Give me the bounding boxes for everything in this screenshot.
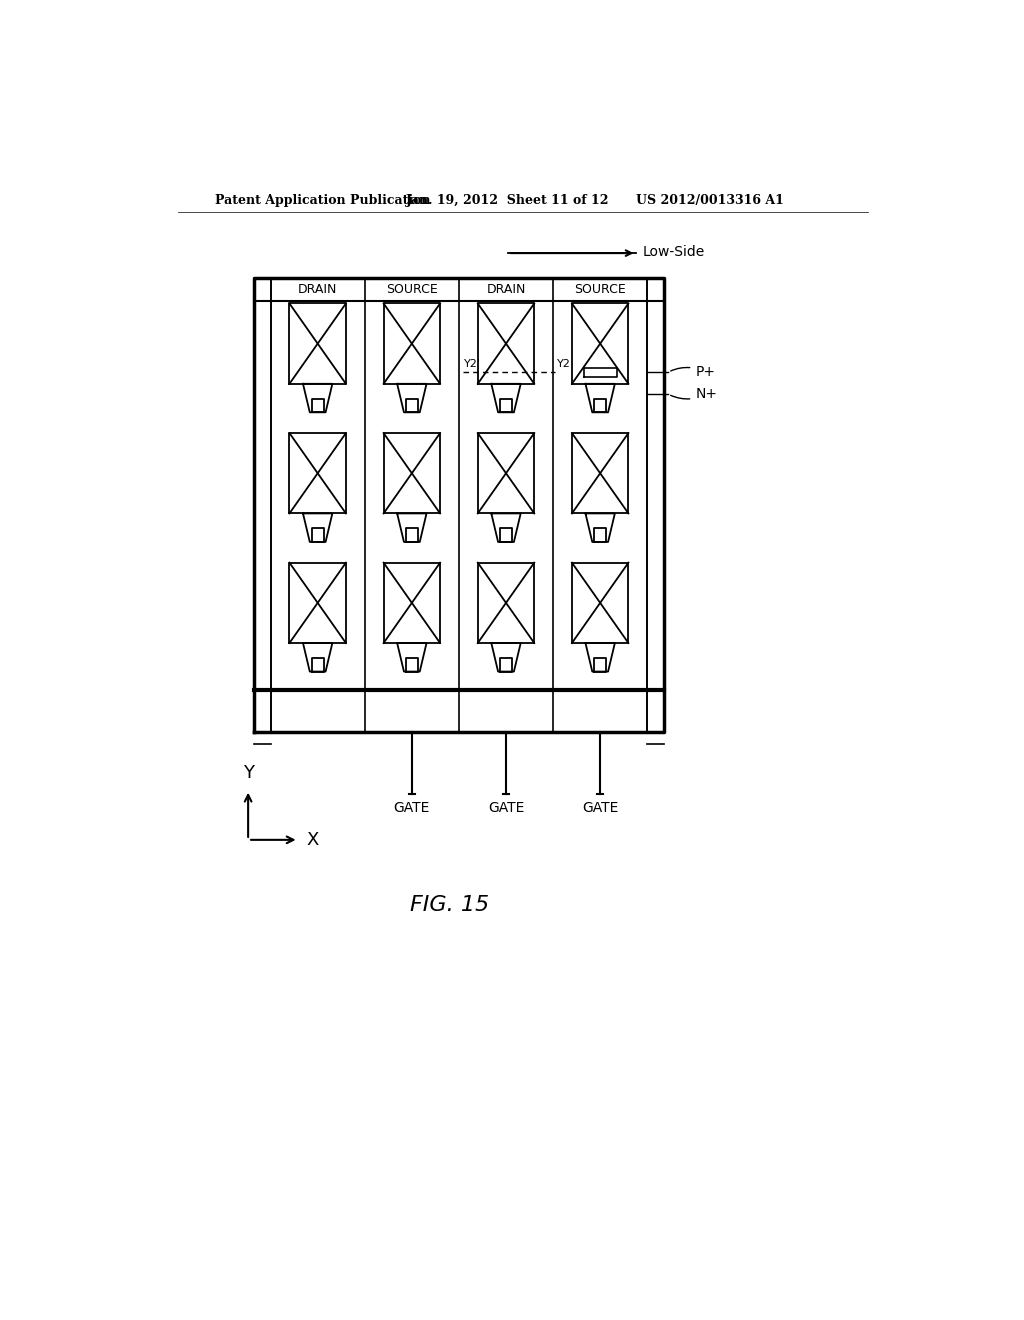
Text: X: X bbox=[306, 830, 318, 849]
Text: GATE: GATE bbox=[393, 801, 430, 816]
Text: Jan. 19, 2012  Sheet 11 of 12: Jan. 19, 2012 Sheet 11 of 12 bbox=[406, 194, 609, 207]
Text: Y: Y bbox=[243, 764, 254, 781]
Text: P+: P+ bbox=[671, 366, 716, 379]
Text: FIG. 15: FIG. 15 bbox=[410, 895, 489, 915]
Text: Low-Side: Low-Side bbox=[643, 244, 705, 259]
Text: DRAIN: DRAIN bbox=[298, 282, 337, 296]
Text: SOURCE: SOURCE bbox=[386, 282, 437, 296]
Text: SOURCE: SOURCE bbox=[574, 282, 626, 296]
Text: GATE: GATE bbox=[582, 801, 618, 816]
Text: Y2: Y2 bbox=[557, 359, 570, 370]
Text: Patent Application Publication: Patent Application Publication bbox=[215, 194, 430, 207]
Text: DRAIN: DRAIN bbox=[486, 282, 525, 296]
Text: US 2012/0013316 A1: US 2012/0013316 A1 bbox=[636, 194, 783, 207]
Text: Y2': Y2' bbox=[464, 359, 481, 370]
Text: GATE: GATE bbox=[487, 801, 524, 816]
Text: N+: N+ bbox=[671, 387, 717, 401]
